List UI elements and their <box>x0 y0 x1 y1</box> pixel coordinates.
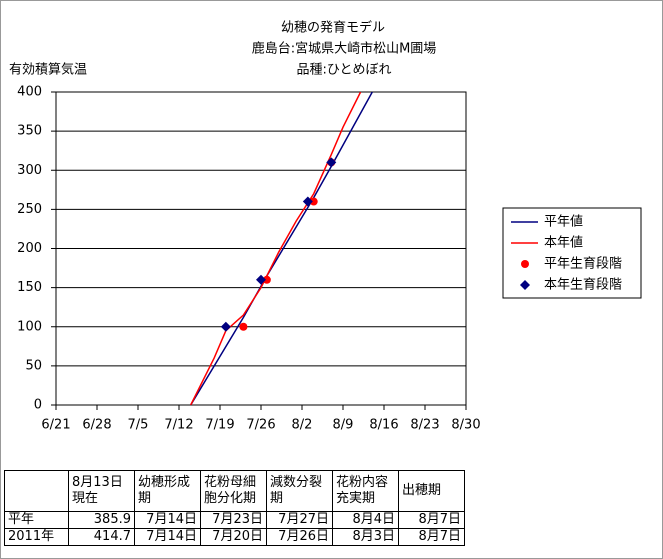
table-cell: 8月7日 <box>398 511 465 529</box>
x-tick-label: 8/2 <box>292 418 313 433</box>
stage-marker <box>262 275 271 284</box>
stage-marker <box>256 274 266 285</box>
x-tick-label: 7/5 <box>128 418 149 433</box>
table-cell: 花粉母細胞分化期 <box>200 470 267 512</box>
chart-title: 品種:ひとめぼれ <box>297 62 392 78</box>
x-tick-label: 8/30 <box>451 418 480 433</box>
chart-title: 幼穂の発育モデル <box>281 20 385 36</box>
legend-label: 本年生育段階 <box>544 277 622 293</box>
stage-marker <box>302 196 313 207</box>
y-tick-label: 250 <box>17 202 42 217</box>
x-tick-label: 7/12 <box>164 418 193 433</box>
table-cell: 385.9 <box>68 511 135 529</box>
x-tick-label: 8/23 <box>410 418 439 433</box>
table-cell: 8月4日 <box>332 511 399 529</box>
table-cell: 出穂期 <box>398 470 465 512</box>
table-row: 平年 385.9 7月14日 7月23日 7月27日 8月4日 8月7日 <box>4 511 465 529</box>
table-cell: 平年 <box>4 511 69 529</box>
table-cell: 8月3日 <box>332 528 399 546</box>
y-tick-label: 50 <box>25 358 42 373</box>
y-tick-label: 100 <box>17 319 42 334</box>
data-table: 8月13日現在 幼穂形成期 花粉母細胞分化期 減数分裂期 花粉内容充実期 出穂期 平年 38… <box>4 470 465 546</box>
table-cell: 7月26日 <box>266 528 333 546</box>
chart: 幼穂の発育モデル 鹿島台:宮城県大崎市松山M圃場 品種:ひとめぼれ 有効積算気温… <box>9 20 642 433</box>
x-tick-label: 7/26 <box>246 418 275 433</box>
table-cell: 2011年 <box>4 528 69 546</box>
table-cell: 8月7日 <box>398 528 465 546</box>
table-cell: 7月23日 <box>200 511 267 529</box>
table-corner <box>4 470 69 512</box>
y-tick-label: 350 <box>17 124 42 139</box>
series-line <box>190 92 362 405</box>
table-cell: 7月27日 <box>266 511 333 529</box>
table-cell: 414.7 <box>68 528 135 546</box>
stage-marker <box>220 321 231 332</box>
y-tick-label: 0 <box>34 398 42 413</box>
series-line <box>190 92 373 405</box>
x-tick-label: 6/21 <box>41 418 70 433</box>
y-tick-label: 300 <box>17 163 42 178</box>
legend-swatch <box>520 280 530 290</box>
table-cell: 幼穂形成期 <box>134 470 201 512</box>
legend-label: 平年値 <box>544 214 583 230</box>
table-row: 2011年 414.7 7月14日 7月20日 7月26日 8月3日 8月7日 <box>4 528 465 546</box>
y-tick-label: 150 <box>17 280 42 295</box>
y-tick-label: 400 <box>17 85 42 100</box>
table-cell: 減数分裂期 <box>266 470 333 512</box>
x-tick-label: 6/28 <box>82 418 111 433</box>
legend-swatch <box>521 260 529 268</box>
table-cell: 7月14日 <box>134 511 201 529</box>
legend-label: 本年値 <box>544 235 583 251</box>
stage-marker <box>239 322 248 331</box>
table-cell: 8月13日現在 <box>68 470 135 512</box>
stage-marker <box>326 157 337 168</box>
x-tick-label: 7/19 <box>205 418 234 433</box>
table-cell: 7月14日 <box>134 528 201 546</box>
y-axis-label: 有効積算気温 <box>9 62 87 78</box>
y-tick-label: 200 <box>17 241 42 256</box>
stage-marker <box>309 197 318 206</box>
x-tick-label: 8/9 <box>333 418 354 433</box>
chart-title: 鹿島台:宮城県大崎市松山M圃場 <box>252 41 437 57</box>
table-cell: 7月20日 <box>200 528 267 546</box>
table-cell: 花粉内容充実期 <box>332 470 399 512</box>
x-tick-label: 8/16 <box>369 418 398 433</box>
legend-label: 平年生育段階 <box>544 256 622 272</box>
plot-area <box>55 91 467 406</box>
